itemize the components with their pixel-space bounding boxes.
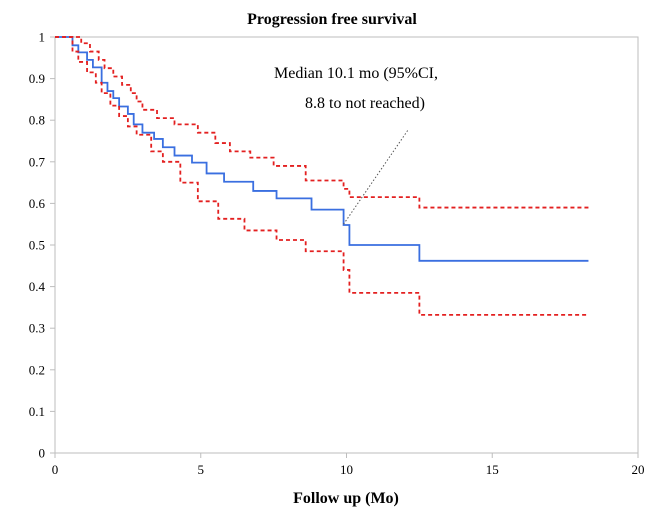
- series-layer: [55, 36, 589, 316]
- y-tick-label: 0.7: [29, 154, 46, 169]
- y-tick-label: 0.8: [29, 113, 45, 128]
- y-tick-label: 0.1: [29, 404, 45, 419]
- x-axis: 0 5 10 15 20: [52, 453, 645, 477]
- y-tick-label: 0.6: [29, 196, 46, 211]
- y-tick-label: 0.5: [29, 238, 45, 253]
- x-tick-label: 0: [52, 462, 59, 477]
- x-axis-title: Follow up (Mo): [293, 490, 399, 507]
- x-tick-label: 20: [632, 462, 645, 477]
- y-tick-label: 0.3: [29, 321, 45, 336]
- x-tick-label: 15: [486, 462, 499, 477]
- chart-title: Progression free survival: [247, 11, 417, 28]
- annotation-line-2: 8.8 to not reached): [305, 95, 425, 112]
- survival-curve-line: [55, 36, 589, 262]
- annotation-line-1: Median 10.1 mo (95%CI,: [274, 65, 438, 82]
- y-tick-label: 0.4: [29, 279, 46, 294]
- x-tick-label: 5: [198, 462, 205, 477]
- ci-bound-line-1: [55, 36, 589, 209]
- y-tick-label: 0: [39, 446, 46, 461]
- x-tick-label: 10: [340, 462, 353, 477]
- y-tick-label: 0.9: [29, 71, 45, 86]
- y-tick-label: 0.2: [29, 362, 45, 377]
- annotation-leader-line: [343, 129, 409, 225]
- y-axis: 0 0.1 0.2 0.3 0.4 0.5 0.6 0.7 0.8 0.9 1: [29, 30, 55, 461]
- ci-bound-line-2: [55, 36, 589, 316]
- y-tick-label: 1: [39, 30, 46, 45]
